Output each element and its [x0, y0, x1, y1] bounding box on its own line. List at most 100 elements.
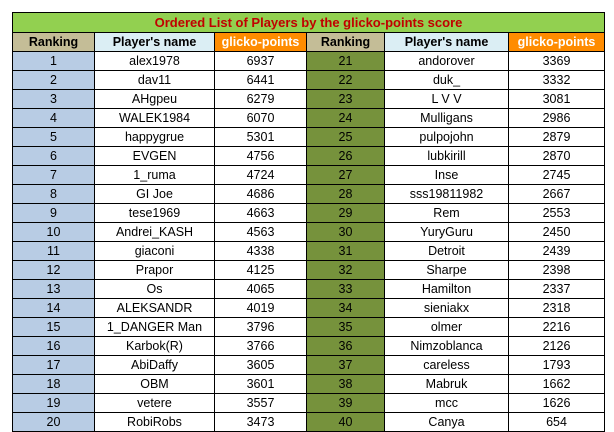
player-name-cell: Nimzoblanca — [384, 336, 509, 356]
glicko-points-cell: 4125 — [214, 260, 307, 280]
player-name-cell: RobiRobs — [94, 412, 215, 432]
glicko-points-cell: 2337 — [508, 279, 605, 299]
table-row: 20 RobiRobs 3473 40 Canya 654 — [12, 412, 605, 432]
table-row: 12 Prapor 4125 32 Sharpe 2398 — [12, 260, 605, 280]
table-row: 17 AbiDaffy 3605 37 careless 1793 — [12, 355, 605, 375]
player-name-cell: Rem — [384, 203, 509, 223]
players-ranking-table: Ordered List of Players by the glicko-po… — [12, 12, 605, 432]
rank-cell: 20 — [12, 412, 95, 432]
player-name-cell: OBM — [94, 374, 215, 394]
table-row: 3 AHgpeu 6279 23 L V V 3081 — [12, 89, 605, 109]
header-player-name-2: Player's name — [384, 32, 509, 52]
player-name-cell: happygrue — [94, 127, 215, 147]
rank-cell: 29 — [306, 203, 385, 223]
player-name-cell: 1_DANGER Man — [94, 317, 215, 337]
header-row: Ranking Player's name glicko-points Rank… — [12, 32, 605, 52]
glicko-points-cell: 3766 — [214, 336, 307, 356]
glicko-points-cell: 2879 — [508, 127, 605, 147]
rank-cell: 6 — [12, 146, 95, 166]
player-name-cell: Mabruk — [384, 374, 509, 394]
glicko-points-cell: 3473 — [214, 412, 307, 432]
glicko-points-cell: 1626 — [508, 393, 605, 413]
glicko-points-cell: 3601 — [214, 374, 307, 394]
player-name-cell: GI Joe — [94, 184, 215, 204]
rank-cell: 30 — [306, 222, 385, 242]
glicko-points-cell: 654 — [508, 412, 605, 432]
player-name-cell: mcc — [384, 393, 509, 413]
glicko-points-cell: 2667 — [508, 184, 605, 204]
table-row: 7 1_ruma 4724 27 Inse 2745 — [12, 165, 605, 185]
glicko-points-cell: 2870 — [508, 146, 605, 166]
rank-cell: 27 — [306, 165, 385, 185]
glicko-points-cell: 4686 — [214, 184, 307, 204]
title-row: Ordered List of Players by the glicko-po… — [12, 12, 605, 33]
table-row: 14 ALEKSANDR 4019 34 sieniakx 2318 — [12, 298, 605, 318]
table-row: 9 tese1969 4663 29 Rem 2553 — [12, 203, 605, 223]
table-row: 18 OBM 3601 38 Mabruk 1662 — [12, 374, 605, 394]
rank-cell: 36 — [306, 336, 385, 356]
glicko-points-cell: 1662 — [508, 374, 605, 394]
glicko-points-cell: 4338 — [214, 241, 307, 261]
rank-cell: 28 — [306, 184, 385, 204]
player-name-cell: duk_ — [384, 70, 509, 90]
player-name-cell: Sharpe — [384, 260, 509, 280]
rank-cell: 35 — [306, 317, 385, 337]
player-name-cell: Prapor — [94, 260, 215, 280]
rank-cell: 1 — [12, 51, 95, 71]
table-row: 11 giaconi 4338 31 Detroit 2439 — [12, 241, 605, 261]
rank-cell: 18 — [12, 374, 95, 394]
glicko-points-cell: 3796 — [214, 317, 307, 337]
rank-cell: 37 — [306, 355, 385, 375]
header-ranking-1: Ranking — [12, 32, 95, 52]
rank-cell: 15 — [12, 317, 95, 337]
rank-cell: 23 — [306, 89, 385, 109]
glicko-points-cell: 4724 — [214, 165, 307, 185]
player-name-cell: AbiDaffy — [94, 355, 215, 375]
rank-cell: 7 — [12, 165, 95, 185]
glicko-points-cell: 4563 — [214, 222, 307, 242]
table-row: 16 Karbok(R) 3766 36 Nimzoblanca 2126 — [12, 336, 605, 356]
rank-cell: 11 — [12, 241, 95, 261]
rank-cell: 16 — [12, 336, 95, 356]
rank-cell: 38 — [306, 374, 385, 394]
glicko-points-cell: 2439 — [508, 241, 605, 261]
glicko-points-cell: 3332 — [508, 70, 605, 90]
table-row: 19 vetere 3557 39 mcc 1626 — [12, 393, 605, 413]
player-name-cell: lubkirill — [384, 146, 509, 166]
player-name-cell: Hamilton — [384, 279, 509, 299]
glicko-points-cell: 6070 — [214, 108, 307, 128]
player-name-cell: EVGEN — [94, 146, 215, 166]
table-title: Ordered List of Players by the glicko-po… — [12, 12, 605, 33]
table-row: 4 WALEK1984 6070 24 Mulligans 2986 — [12, 108, 605, 128]
glicko-points-cell: 3081 — [508, 89, 605, 109]
rank-cell: 8 — [12, 184, 95, 204]
player-name-cell: vetere — [94, 393, 215, 413]
table-row: 2 dav11 6441 22 duk_ 3332 — [12, 70, 605, 90]
player-name-cell: 1_ruma — [94, 165, 215, 185]
player-name-cell: andorover — [384, 51, 509, 71]
glicko-points-cell: 2398 — [508, 260, 605, 280]
rank-cell: 32 — [306, 260, 385, 280]
table-row: 6 EVGEN 4756 26 lubkirill 2870 — [12, 146, 605, 166]
player-name-cell: sieniakx — [384, 298, 509, 318]
glicko-points-cell: 6937 — [214, 51, 307, 71]
player-name-cell: ALEKSANDR — [94, 298, 215, 318]
glicko-points-cell: 2216 — [508, 317, 605, 337]
rank-cell: 4 — [12, 108, 95, 128]
header-glicko-points-2: glicko-points — [508, 32, 605, 52]
rank-cell: 40 — [306, 412, 385, 432]
player-name-cell: WALEK1984 — [94, 108, 215, 128]
rank-cell: 25 — [306, 127, 385, 147]
player-name-cell: YuryGuru — [384, 222, 509, 242]
glicko-points-cell: 6279 — [214, 89, 307, 109]
glicko-points-cell: 2553 — [508, 203, 605, 223]
glicko-points-cell: 2318 — [508, 298, 605, 318]
glicko-points-cell: 1793 — [508, 355, 605, 375]
rank-cell: 21 — [306, 51, 385, 71]
player-name-cell: Mulligans — [384, 108, 509, 128]
player-name-cell: careless — [384, 355, 509, 375]
player-name-cell: giaconi — [94, 241, 215, 261]
glicko-points-cell: 3557 — [214, 393, 307, 413]
player-name-cell: L V V — [384, 89, 509, 109]
glicko-points-cell: 3605 — [214, 355, 307, 375]
